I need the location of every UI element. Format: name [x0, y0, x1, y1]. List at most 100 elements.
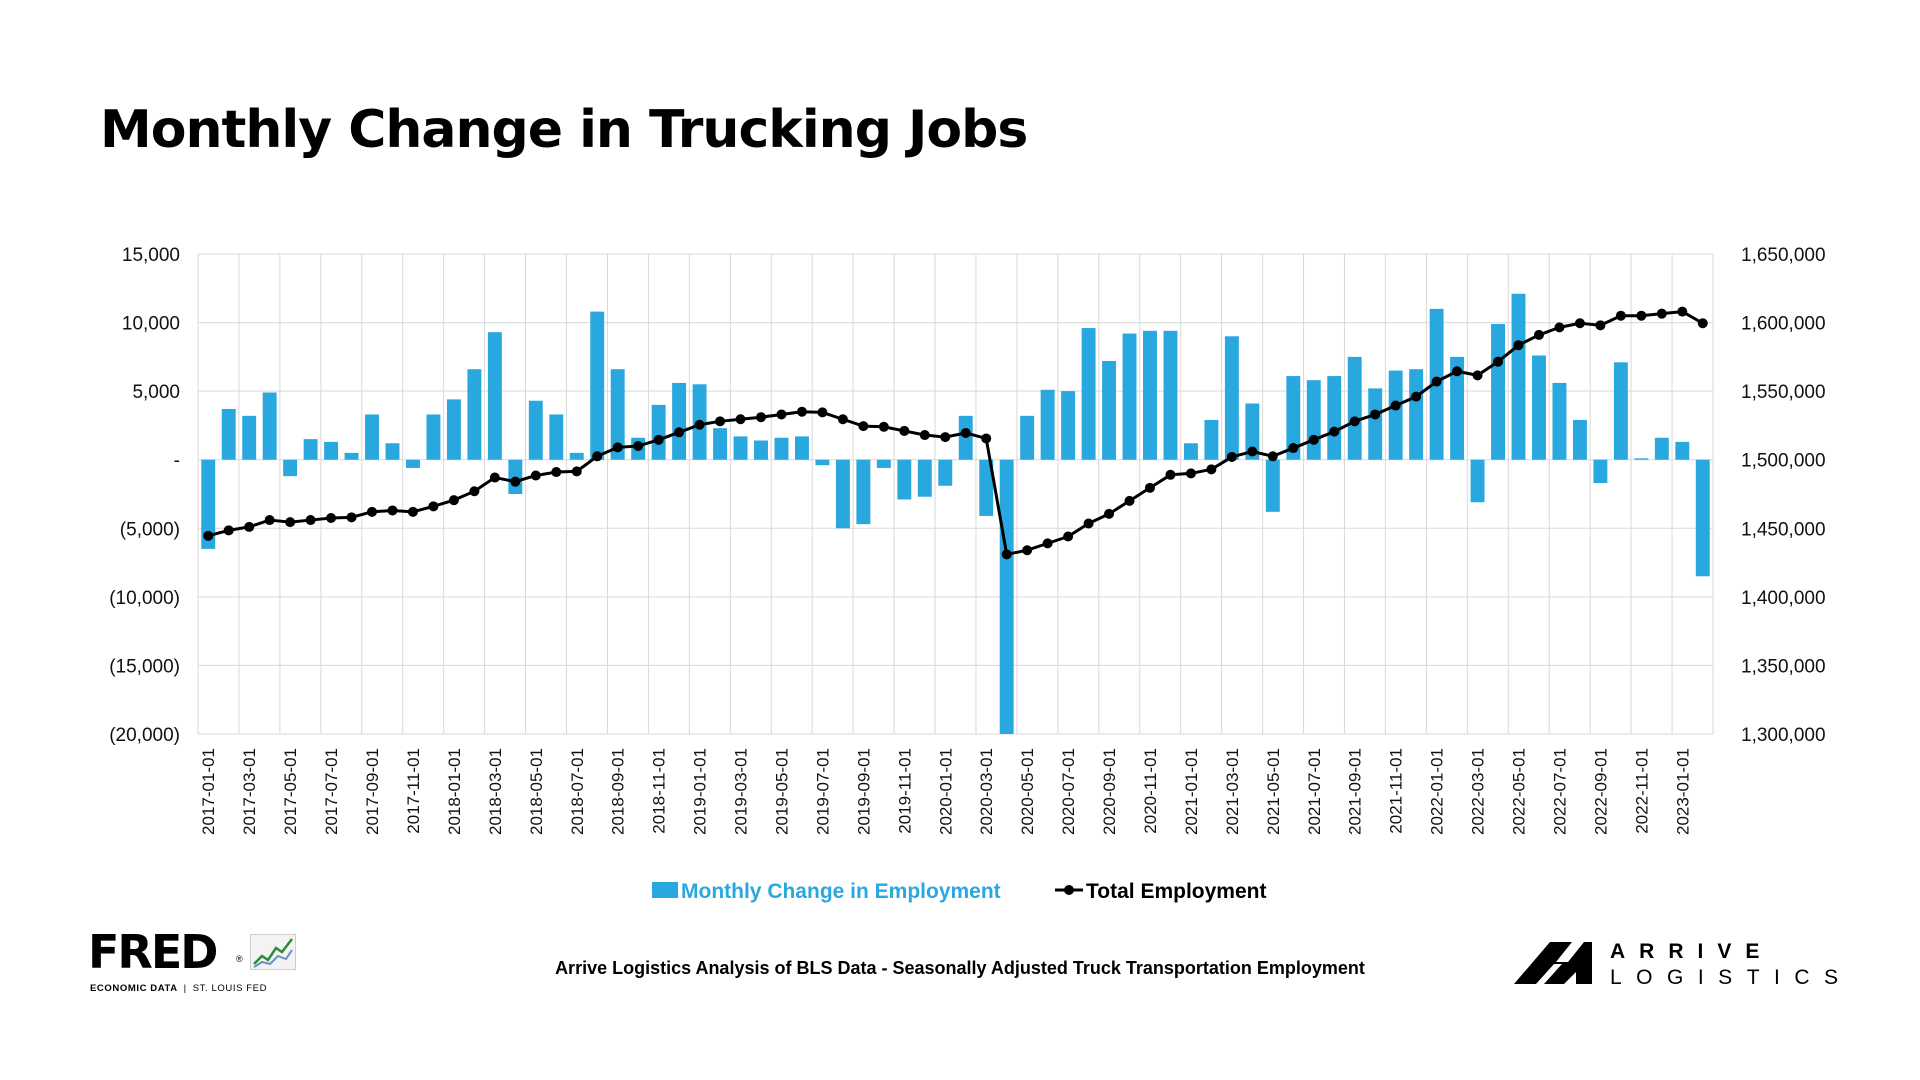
x-tick-label: 2017-09-01	[363, 748, 382, 835]
bar	[1511, 293, 1526, 460]
line-point	[1329, 426, 1340, 437]
line-point	[715, 416, 726, 427]
bar	[1654, 437, 1669, 460]
line-point	[1370, 409, 1381, 420]
line-point	[551, 467, 562, 478]
bar	[1061, 391, 1076, 460]
line-series	[203, 306, 1708, 560]
line-point	[1615, 310, 1626, 321]
x-tick-label: 2020-11-01	[1141, 748, 1160, 834]
line-point	[1349, 416, 1360, 427]
line-point	[387, 505, 398, 516]
left-tick-label: (10,000)	[109, 588, 180, 609]
right-tick-label: 1,500,000	[1741, 451, 1826, 472]
x-tick-label: 2022-11-01	[1632, 748, 1651, 834]
bar	[1409, 369, 1424, 460]
line-point	[264, 515, 275, 526]
logistics-wordmark: LOGISTICS	[1610, 966, 1853, 989]
bar	[835, 459, 850, 529]
legend-label-monthly-change: Monthly Change in Employment	[681, 880, 1001, 903]
left-tick-label: -	[174, 451, 180, 472]
right-tick-label: 1,550,000	[1741, 382, 1826, 403]
x-tick-label: 2018-05-01	[527, 748, 546, 835]
line-point	[1206, 464, 1217, 475]
bar	[1450, 356, 1465, 460]
line-point	[530, 470, 541, 481]
x-tick-label: 2019-01-01	[691, 748, 710, 835]
line-point	[1452, 366, 1463, 377]
right-tick-label: 1,300,000	[1741, 725, 1826, 746]
bar	[1183, 443, 1198, 460]
line-point	[1288, 443, 1299, 454]
arrive-logo-mark-icon	[1514, 942, 1592, 984]
line-point	[940, 432, 951, 443]
line-point	[1267, 451, 1278, 462]
x-tick-label: 2019-03-01	[732, 748, 751, 835]
fred-tagline-left: ECONOMIC DATA	[90, 983, 178, 994]
bar	[467, 369, 482, 460]
line-point	[1656, 308, 1667, 319]
bar	[1245, 403, 1260, 460]
line-point	[1493, 356, 1504, 367]
x-tick-label: 2022-09-01	[1591, 748, 1610, 835]
bar	[344, 452, 359, 460]
bar	[1368, 388, 1383, 460]
line-point	[326, 513, 337, 523]
line-point	[817, 407, 828, 418]
line-point	[1636, 310, 1647, 321]
bar	[610, 369, 625, 460]
line-point	[1431, 376, 1442, 387]
line-point	[1390, 400, 1401, 411]
bar	[897, 459, 912, 500]
line-point	[756, 412, 767, 423]
line-point	[674, 427, 685, 438]
fred-graph-icon	[250, 934, 296, 970]
x-tick-label: 2022-01-01	[1428, 748, 1447, 835]
bar	[426, 414, 441, 460]
bar	[1265, 459, 1280, 512]
bar	[876, 459, 891, 468]
line-point	[1124, 495, 1135, 506]
line-point	[367, 506, 378, 517]
arrive-logistics-logo: ARRIVE LOGISTICS	[1514, 938, 1854, 998]
right-tick-label: 1,450,000	[1741, 519, 1826, 540]
line-point	[899, 425, 910, 436]
x-tick-label: 2020-01-01	[936, 748, 955, 835]
bar	[1327, 376, 1342, 460]
right-tick-label: 1,400,000	[1741, 588, 1826, 609]
left-tick-label: (15,000)	[109, 656, 180, 677]
line-point	[735, 414, 746, 425]
line-point	[223, 525, 234, 536]
chart-legend: Monthly Change in Employment Total Emplo…	[652, 880, 1266, 903]
x-tick-label: 2021-07-01	[1305, 748, 1324, 835]
line-point	[448, 495, 459, 506]
line-point	[407, 506, 418, 517]
bar	[1695, 459, 1710, 577]
bar	[651, 404, 666, 460]
line-point	[244, 521, 255, 532]
bar	[324, 441, 339, 460]
bar	[1613, 362, 1628, 460]
x-tick-label: 2020-09-01	[1100, 748, 1119, 835]
x-tick-label: 2017-05-01	[281, 748, 300, 835]
line-point	[981, 433, 992, 444]
line-point	[796, 406, 807, 417]
line-point	[1185, 468, 1196, 479]
line-point	[1022, 545, 1033, 556]
bar	[446, 399, 461, 460]
bar	[1143, 330, 1157, 460]
bar	[1491, 323, 1505, 460]
line-point	[346, 512, 357, 523]
line-point	[1247, 446, 1258, 457]
bar	[590, 311, 605, 460]
line-point	[489, 472, 500, 483]
bar	[1081, 328, 1096, 460]
x-tick-label: 2019-07-01	[813, 748, 832, 835]
bar	[1306, 380, 1321, 460]
bar	[999, 459, 1014, 734]
x-tick-label: 2021-01-01	[1182, 748, 1201, 835]
right-axis: 1,650,000 1,600,000 1,550,000 1,500,000 1,45…	[1741, 245, 1826, 746]
line-point	[1144, 482, 1155, 493]
left-tick-label: (5,000)	[120, 519, 180, 540]
